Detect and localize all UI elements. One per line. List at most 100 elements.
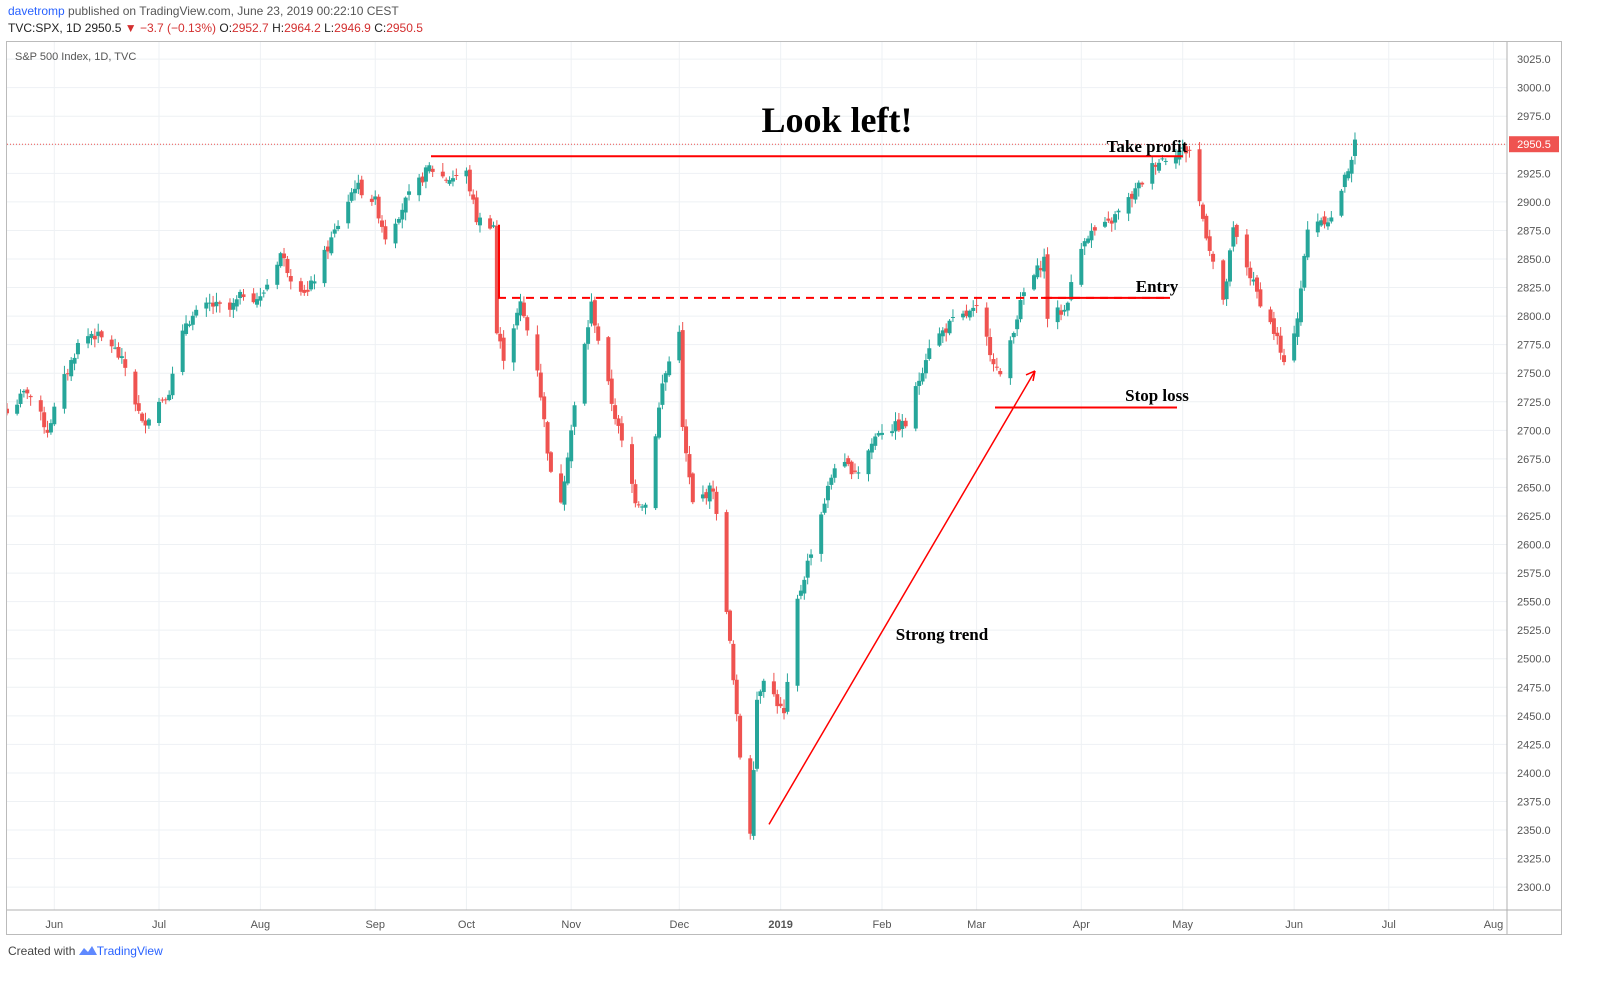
candle-up <box>1035 265 1040 278</box>
candle-up <box>880 432 884 435</box>
candle-up <box>950 317 955 319</box>
candle-up <box>1339 190 1344 216</box>
y-tick-label: 2850.0 <box>1517 254 1551 266</box>
candle-down <box>714 491 719 514</box>
candle-up <box>349 192 354 201</box>
candle-up <box>900 420 905 429</box>
candle-up <box>971 307 976 311</box>
candle-up <box>1113 214 1118 223</box>
candle-down <box>896 419 901 431</box>
candle-down <box>734 679 739 715</box>
candlestick-chart[interactable]: 2300.0 2325.0 2350.0 2375.0 2400.0 2425.0 2450… <box>7 42 1561 934</box>
take-profit-label: Take profit <box>1107 137 1188 156</box>
author-link[interactable]: davetromp <box>8 4 65 18</box>
candle-down <box>501 337 506 361</box>
candle-down <box>298 281 303 292</box>
candle-up <box>184 323 189 334</box>
candle-down <box>1211 253 1216 262</box>
candle-up <box>157 401 162 424</box>
candle-up <box>700 494 705 499</box>
strong-trend-arrow <box>768 370 1036 825</box>
candle-down <box>1255 277 1259 292</box>
candle-down <box>1234 224 1239 237</box>
y-tick-label: 2525.0 <box>1517 625 1551 637</box>
candle-down <box>991 359 996 365</box>
candle-up <box>1011 332 1016 338</box>
candle-down <box>25 389 30 394</box>
candle-up <box>170 373 175 396</box>
candle-up <box>677 331 682 361</box>
candle-down <box>636 504 641 506</box>
candle-up <box>643 504 648 508</box>
candle-down <box>227 302 232 310</box>
candle-down <box>1109 220 1114 224</box>
candle-up <box>396 218 401 223</box>
candle-down <box>1258 289 1263 307</box>
candle-down <box>444 179 449 181</box>
candle-up <box>589 301 594 324</box>
candle-up <box>873 436 878 446</box>
candle-up <box>258 296 263 301</box>
candle-up <box>1342 174 1347 188</box>
candle-down <box>846 458 851 465</box>
chart-frame[interactable]: 2300.0 2325.0 2350.0 2375.0 2400.0 2425.0 2450… <box>6 41 1562 935</box>
y-tick-label: 2875.0 <box>1517 225 1551 237</box>
candle-up <box>755 699 759 769</box>
candle-up <box>204 302 209 309</box>
candle-down <box>545 422 550 454</box>
candle-down <box>92 335 97 340</box>
tradingview-logo-icon <box>78 946 97 955</box>
candle-up <box>515 312 520 326</box>
candle-up <box>832 468 837 478</box>
close-value: 2950.5 <box>386 21 423 35</box>
published-text: published on TradingView.com, June 23, 2… <box>68 4 399 18</box>
x-tick-label: Dec <box>670 919 690 931</box>
candle-up <box>265 284 270 290</box>
candle-down <box>1197 149 1202 202</box>
candle-down <box>613 405 618 419</box>
candle-down <box>1140 182 1145 185</box>
candle-up <box>1298 288 1303 323</box>
candle-down <box>684 426 689 454</box>
candle-down <box>1045 254 1050 319</box>
candle-up <box>89 333 94 339</box>
candle-down <box>1187 149 1192 151</box>
candle-down <box>65 373 70 375</box>
candle-up <box>234 299 239 307</box>
candle-up <box>819 514 824 554</box>
candle-up <box>920 373 925 382</box>
candle-up <box>309 280 314 290</box>
x-tick-label: 2019 <box>768 919 792 931</box>
y-tick-label: 2825.0 <box>1517 283 1551 295</box>
candle-up <box>1062 309 1067 312</box>
x-tick-label: Nov <box>561 919 581 931</box>
candle-up <box>238 291 243 299</box>
candle-down <box>7 408 9 414</box>
candle-up <box>1292 333 1297 361</box>
candle-up <box>751 770 756 836</box>
candle-down <box>99 331 104 338</box>
y-tick-label: 2625.0 <box>1517 511 1551 523</box>
candle-down <box>619 423 624 441</box>
candle-down <box>1130 193 1134 199</box>
candle-up <box>1231 227 1236 247</box>
candle-up <box>1227 250 1232 282</box>
candle-down <box>241 294 246 298</box>
candle-down <box>771 681 776 695</box>
candle-down <box>903 420 908 427</box>
candle-down <box>1204 215 1209 239</box>
tradingview-link[interactable]: TradingView <box>96 944 163 958</box>
candle-up <box>1160 158 1165 160</box>
candle-down <box>724 512 729 612</box>
candle-up <box>194 309 199 316</box>
candle-up <box>62 374 67 409</box>
candle-up <box>1021 292 1026 297</box>
candle-down <box>369 198 374 202</box>
candle-up <box>586 327 591 344</box>
candle-up <box>562 481 567 505</box>
candle-up <box>1136 182 1141 189</box>
y-tick-label: 2800.0 <box>1517 311 1551 323</box>
candle-down <box>778 703 783 707</box>
candle-down <box>440 171 445 177</box>
candle-up <box>255 299 259 305</box>
